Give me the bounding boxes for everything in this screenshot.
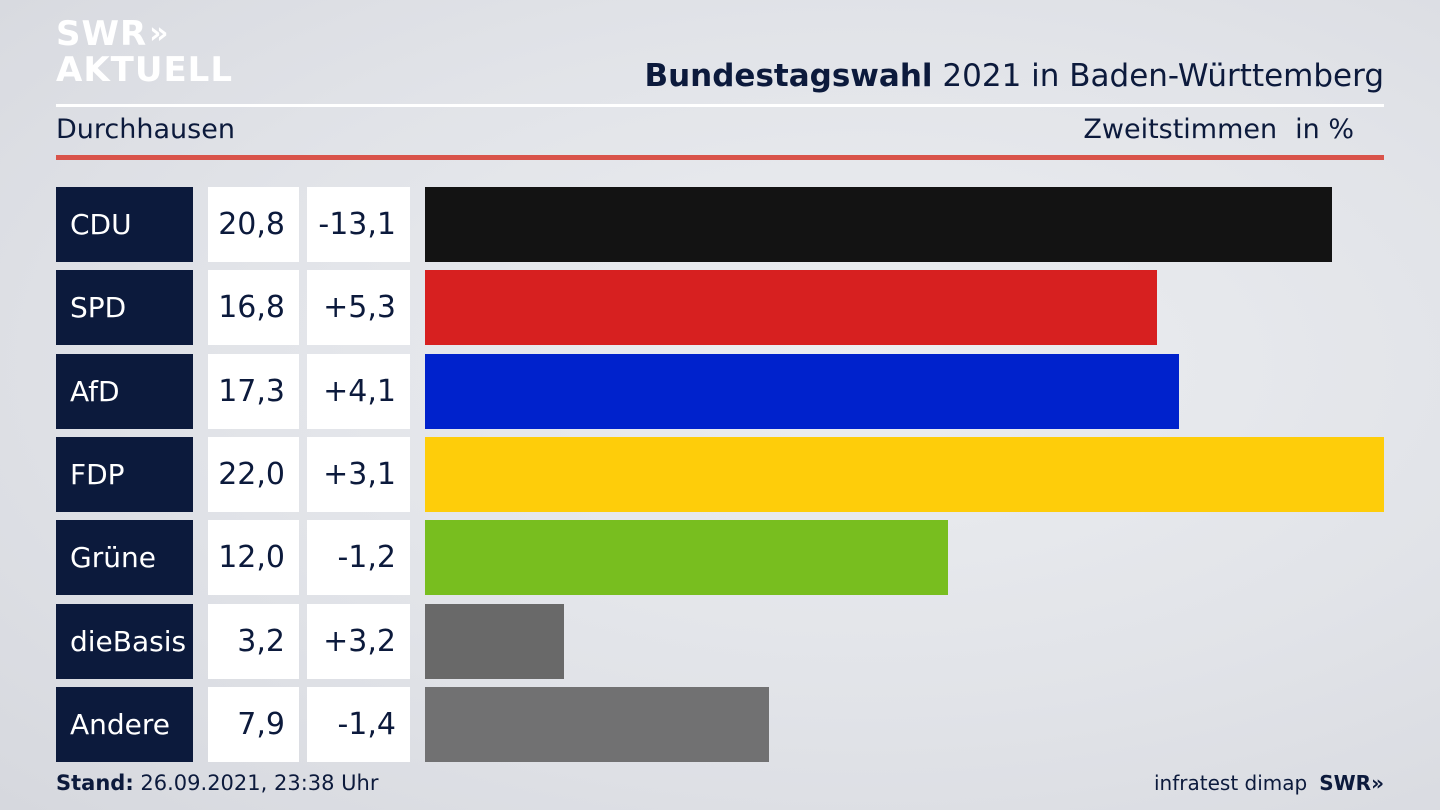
result-row: SPD 16,8 +5,3 bbox=[0, 270, 1440, 345]
result-row: Andere 7,9 -1,4 bbox=[0, 687, 1440, 762]
result-bar bbox=[425, 604, 564, 679]
party-label: Andere bbox=[56, 687, 193, 762]
result-row: Grüne 12,0 -1,2 bbox=[0, 520, 1440, 595]
metric-label: Zweitstimmen in % bbox=[1083, 114, 1354, 145]
vote-share-value: 7,9 bbox=[208, 687, 299, 762]
vote-share-value: 3,2 bbox=[208, 604, 299, 679]
swr-brand: SWR» bbox=[1319, 771, 1384, 795]
logo-chevrons-icon: » bbox=[149, 16, 169, 51]
title-rest: 2021 in Baden-Württemberg bbox=[932, 58, 1384, 94]
result-row: CDU 20,8 -13,1 bbox=[0, 187, 1440, 262]
party-label: SPD bbox=[56, 270, 193, 345]
metric-unit: in % bbox=[1295, 114, 1354, 145]
vote-share-value: 20,8 bbox=[208, 187, 299, 262]
vote-share-value: 22,0 bbox=[208, 437, 299, 512]
header-divider bbox=[56, 104, 1384, 107]
vote-change-value: -13,1 bbox=[307, 187, 410, 262]
vote-change-value: +5,3 bbox=[307, 270, 410, 345]
stand-value: 26.09.2021, 23:38 Uhr bbox=[133, 771, 379, 795]
result-bar bbox=[425, 187, 1332, 262]
vote-change-value: -1,4 bbox=[307, 687, 410, 762]
result-bar bbox=[425, 437, 1384, 512]
result-row: FDP 22,0 +3,1 bbox=[0, 437, 1440, 512]
swr-aktuell-logo: SWR» AKTUELL bbox=[56, 16, 233, 88]
timestamp: Stand: 26.09.2021, 23:38 Uhr bbox=[56, 771, 379, 795]
source-label: infratest dimap bbox=[1154, 771, 1308, 795]
metric-name: Zweitstimmen bbox=[1083, 114, 1278, 145]
stand-label: Stand: bbox=[56, 771, 134, 795]
result-bar bbox=[425, 270, 1157, 345]
party-label: AfD bbox=[56, 354, 193, 429]
vote-share-value: 12,0 bbox=[208, 520, 299, 595]
result-row: dieBasis 3,2 +3,2 bbox=[0, 604, 1440, 679]
vote-change-value: +3,1 bbox=[307, 437, 410, 512]
party-label: dieBasis bbox=[56, 604, 193, 679]
result-bar bbox=[425, 520, 948, 595]
vote-change-value: +4,1 bbox=[307, 354, 410, 429]
vote-share-value: 16,8 bbox=[208, 270, 299, 345]
party-label: CDU bbox=[56, 187, 193, 262]
footer-source: infratest dimap SWR» bbox=[1154, 771, 1384, 795]
accent-divider bbox=[56, 155, 1384, 160]
chart-title: Bundestagswahl 2021 in Baden-Württemberg bbox=[644, 58, 1384, 94]
party-label: Grüne bbox=[56, 520, 193, 595]
logo-swr-text: SWR bbox=[56, 14, 148, 54]
party-label: FDP bbox=[56, 437, 193, 512]
result-bar bbox=[425, 354, 1179, 429]
title-bold: Bundestagswahl bbox=[644, 58, 933, 94]
vote-share-value: 17,3 bbox=[208, 354, 299, 429]
logo-aktuell-text: AKTUELL bbox=[56, 50, 234, 90]
region-label: Durchhausen bbox=[56, 114, 235, 145]
result-bar bbox=[425, 687, 769, 762]
result-row: AfD 17,3 +4,1 bbox=[0, 354, 1440, 429]
vote-change-value: +3,2 bbox=[307, 604, 410, 679]
vote-change-value: -1,2 bbox=[307, 520, 410, 595]
